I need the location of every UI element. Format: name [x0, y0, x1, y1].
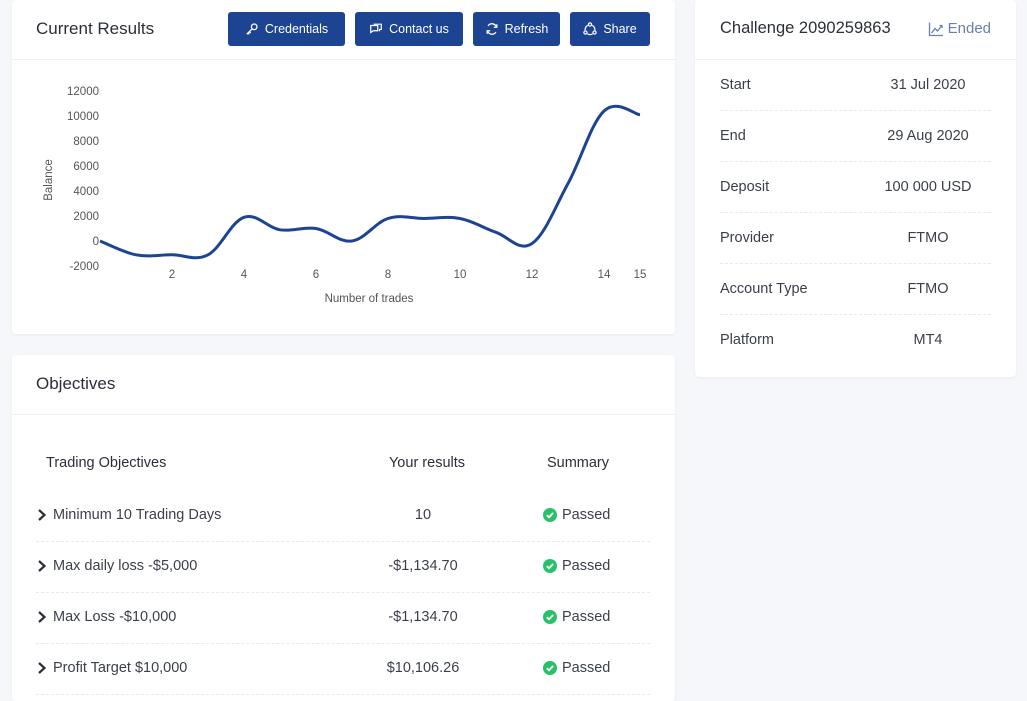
info-row-start: Start 31 Jul 2020 [720, 60, 991, 111]
column-header-objectives: Trading Objectives [46, 455, 167, 471]
info-label: Deposit [720, 179, 770, 195]
summary-label: Passed [562, 660, 611, 676]
info-label: Start [720, 77, 751, 93]
key-icon [246, 23, 258, 35]
chat-icon [370, 23, 382, 34]
check-circle-icon [543, 508, 557, 522]
objective-result: 10 [414, 507, 432, 523]
challenge-info-card: Challenge 2090259863 Ended Start 31 Jul … [695, 0, 1016, 377]
refresh-label: Refresh [504, 22, 549, 36]
chart-line-icon [928, 22, 943, 36]
info-label: End [720, 128, 746, 144]
objective-summary: Passed [543, 660, 610, 676]
current-results-card: Current Results Credentials Contact us R… [12, 0, 675, 334]
refresh-icon [486, 23, 498, 35]
summary-label: Passed [562, 558, 611, 574]
objective-name: Minimum 10 Trading Days [53, 507, 222, 523]
contact-us-label: Contact us [389, 22, 449, 36]
contact-us-button[interactable]: Contact us [355, 12, 463, 46]
share-button[interactable]: Share [570, 12, 650, 46]
objective-row[interactable]: Profit Target $10,000 $10,106.26 Passed [36, 644, 650, 695]
y-tick-label: 2000 [73, 211, 99, 223]
y-tick-label: 0 [93, 236, 99, 248]
info-value: 100 000 USD [884, 179, 972, 195]
objective-summary: Passed [543, 507, 610, 523]
objective-result: -$1,134.70 [388, 609, 458, 625]
objectives-title: Objectives [36, 374, 116, 393]
info-label: Account Type [720, 281, 808, 297]
challenge-status-label: Ended [947, 20, 991, 37]
info-value: FTMO [907, 230, 949, 246]
x-tick-label: 14 [598, 269, 611, 281]
chevron-right-icon[interactable] [36, 508, 48, 522]
y-tick-label: 8000 [73, 136, 99, 148]
x-tick-label: 10 [454, 269, 467, 281]
credentials-label: Credentials [264, 22, 329, 36]
info-row-end: End 29 Aug 2020 [720, 111, 991, 162]
objective-result: -$1,134.70 [388, 558, 458, 574]
challenge-header: Challenge 2090259863 Ended [695, 0, 1016, 60]
refresh-button[interactable]: Refresh [473, 12, 560, 46]
info-row-account-type: Account Type FTMO [720, 264, 991, 315]
info-label: Provider [720, 230, 774, 246]
objectives-card: Objectives Trading Objectives Your resul… [12, 355, 675, 701]
balance-series-line [99, 104, 641, 260]
x-axis-label: Number of trades [325, 293, 414, 305]
share-label: Share [603, 22, 637, 36]
info-label: Platform [720, 332, 774, 348]
check-circle-icon [543, 559, 557, 573]
check-circle-icon [543, 661, 557, 675]
summary-label: Passed [562, 609, 611, 625]
balance-chart: -2000 0 2000 4000 6000 8000 10000 12000 2 4 6 8 10 1… [43, 86, 647, 305]
results-header: Current Results Credentials Contact us R… [12, 0, 675, 60]
check-circle-icon [543, 610, 557, 624]
objective-row[interactable]: Max daily loss -$5,000 -$1,134.70 Passed [36, 542, 650, 593]
info-value: FTMO [907, 281, 949, 297]
y-tick-label: 4000 [73, 186, 99, 198]
objective-name: Max Loss -$10,000 [53, 609, 177, 625]
x-axis-ticks: 2 4 6 8 10 12 14 15 [169, 269, 647, 281]
summary-label: Passed [562, 507, 611, 523]
info-value: 31 Jul 2020 [890, 77, 966, 93]
y-axis-ticks: -2000 0 2000 4000 6000 8000 10000 12000 [67, 86, 99, 273]
x-tick-label: 8 [385, 269, 391, 281]
info-value: 29 Aug 2020 [887, 128, 969, 144]
info-value: MT4 [913, 332, 943, 348]
x-tick-label: 2 [169, 269, 175, 281]
objective-row[interactable]: Minimum 10 Trading Days 10 Passed [36, 491, 650, 542]
chevron-right-icon[interactable] [36, 661, 48, 675]
info-row-platform: Platform MT4 [720, 315, 991, 366]
results-title: Current Results [36, 19, 155, 38]
challenge-title: Challenge 2090259863 [720, 19, 891, 37]
objective-row[interactable]: Max Loss -$10,000 -$1,134.70 Passed [36, 593, 650, 644]
chevron-right-icon[interactable] [36, 610, 48, 624]
challenge-status: Ended [928, 20, 991, 37]
y-tick-label: -2000 [70, 261, 99, 273]
column-header-summary: Summary [546, 455, 610, 471]
info-row-deposit: Deposit 100 000 USD [720, 162, 991, 213]
credentials-button[interactable]: Credentials [228, 12, 345, 46]
y-tick-label: 10000 [67, 111, 99, 123]
x-tick-label: 12 [526, 269, 539, 281]
y-tick-label: 12000 [67, 86, 99, 98]
y-axis-label: Balance [43, 159, 55, 201]
x-tick-label: 4 [241, 269, 248, 281]
y-tick-label: 6000 [73, 161, 99, 173]
objectives-header: Objectives [12, 355, 675, 415]
objective-name: Profit Target $10,000 [53, 660, 188, 676]
x-tick-label: 6 [313, 269, 319, 281]
info-row-provider: Provider FTMO [720, 213, 991, 264]
share-icon [583, 22, 598, 36]
chevron-right-icon[interactable] [36, 559, 48, 573]
x-tick-label: 15 [634, 269, 647, 281]
column-header-results: Your results [388, 455, 466, 471]
objective-result: $10,106.26 [386, 660, 460, 676]
objective-name: Max daily loss -$5,000 [53, 558, 198, 574]
objective-summary: Passed [543, 558, 610, 574]
objective-summary: Passed [543, 609, 610, 625]
